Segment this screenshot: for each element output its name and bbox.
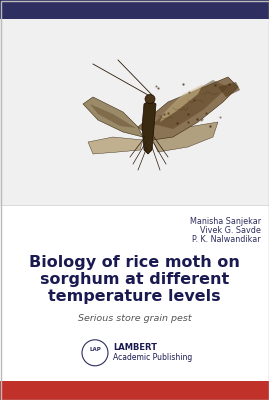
Text: Manisha Sanjekar: Manisha Sanjekar bbox=[190, 217, 261, 226]
Ellipse shape bbox=[145, 94, 155, 104]
Polygon shape bbox=[142, 100, 156, 154]
Text: LAMBERT: LAMBERT bbox=[113, 343, 157, 352]
Text: temperature levels: temperature levels bbox=[48, 289, 221, 304]
Polygon shape bbox=[83, 97, 143, 137]
Polygon shape bbox=[88, 137, 143, 154]
Polygon shape bbox=[90, 104, 136, 128]
Text: sorghum at different: sorghum at different bbox=[40, 272, 229, 287]
Text: LAP: LAP bbox=[89, 347, 101, 352]
Text: Serious store grain pest: Serious store grain pest bbox=[78, 314, 191, 323]
Bar bbox=[0, 381, 269, 400]
Bar bbox=[0, 0, 269, 19]
Polygon shape bbox=[160, 84, 203, 122]
Bar bbox=[0, 19, 269, 205]
Text: Biology of rice moth on: Biology of rice moth on bbox=[29, 255, 240, 270]
Polygon shape bbox=[218, 82, 240, 97]
Polygon shape bbox=[153, 80, 228, 129]
Text: Vivek G. Savde: Vivek G. Savde bbox=[200, 226, 261, 235]
Polygon shape bbox=[138, 77, 238, 140]
Polygon shape bbox=[153, 122, 218, 152]
Text: Academic Publishing: Academic Publishing bbox=[113, 353, 192, 362]
Text: P. K. Nalwandikar: P. K. Nalwandikar bbox=[192, 235, 261, 244]
